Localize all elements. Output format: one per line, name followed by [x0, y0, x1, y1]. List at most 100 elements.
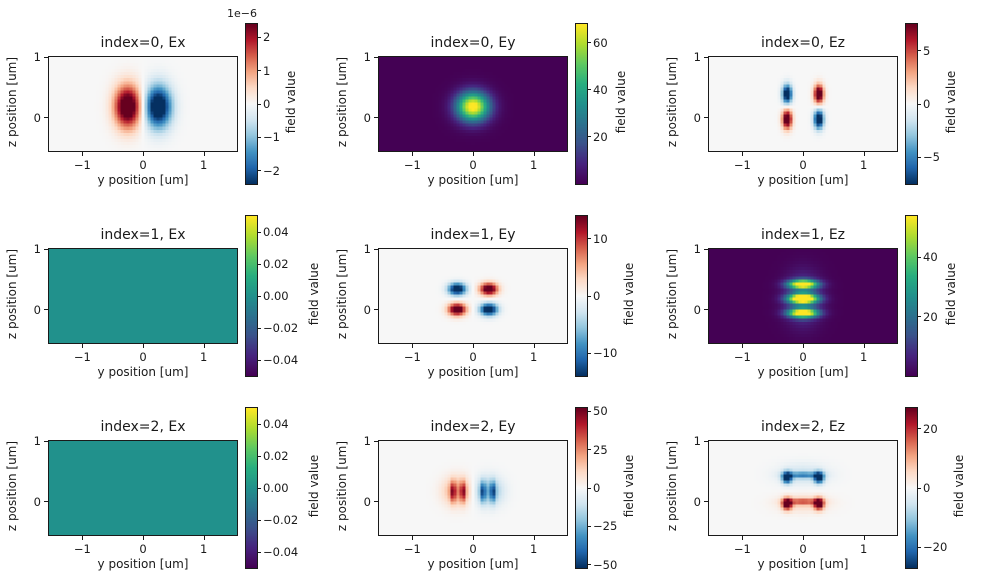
- colorbar-tick-mark: [588, 564, 591, 566]
- x-tick-label: 1: [859, 350, 868, 364]
- colorbar-tick-mark: [588, 295, 591, 297]
- subplot-title: index=2, Ey: [430, 419, 516, 435]
- y-axis-label: z position [um]: [335, 56, 349, 148]
- colorbar-tick-label: 0.02: [263, 449, 289, 463]
- colorbar: [905, 215, 918, 377]
- colorbar-tick-mark: [258, 455, 261, 457]
- x-tick-mark: [742, 344, 744, 348]
- colorbar-tick-mark: [918, 487, 921, 489]
- colorbar: [905, 407, 918, 569]
- subplot-title: index=1, Ex: [100, 227, 186, 243]
- colorbar-tick-label: 40: [923, 250, 938, 265]
- colorbar-tick-mark: [258, 327, 261, 329]
- subplot-title: index=0, Ex: [100, 35, 186, 51]
- colorbar-tick-label: 2: [263, 30, 271, 45]
- x-tick-label: 1: [199, 350, 208, 364]
- colorbar-tick-mark: [918, 316, 921, 318]
- y-tick-label: 0: [363, 494, 371, 509]
- colorbar-tick-mark: [588, 42, 591, 44]
- x-tick-mark: [143, 152, 144, 156]
- x-tick-mark: [82, 536, 84, 540]
- x-tick-mark: [742, 152, 744, 156]
- subplot-title: index=2, Ez: [760, 419, 846, 435]
- heatmap-image: [709, 249, 897, 343]
- x-tick-mark: [863, 344, 865, 348]
- y-tick-mark: [374, 56, 378, 58]
- y-tick-mark: [44, 440, 48, 442]
- subplot-title: index=1, Ey: [430, 227, 516, 243]
- colorbar-tick-mark: [588, 487, 591, 489]
- colorbar-tick-label: 0.02: [263, 257, 289, 271]
- colorbar-tick-mark: [258, 519, 261, 521]
- heatmap-axes: [48, 56, 238, 152]
- x-tick-label: 0: [139, 350, 147, 364]
- heatmap-image: [709, 57, 897, 151]
- colorbar-label: field value: [306, 454, 321, 518]
- subplot-panel: index=1, Ey z position [um] y position […: [330, 200, 660, 400]
- colorbar-tick-mark: [258, 263, 261, 265]
- colorbar-tick-mark: [258, 170, 261, 172]
- colorbar-tick-mark: [258, 70, 261, 72]
- colorbar-label: field value: [951, 454, 966, 518]
- colorbar-tick-label: 0.04: [263, 417, 289, 431]
- x-tick-label: −1: [733, 542, 751, 556]
- colorbar-tick-mark: [588, 238, 591, 240]
- x-tick-mark: [412, 536, 414, 540]
- y-tick-mark: [704, 56, 708, 58]
- x-tick-label: 0: [469, 542, 477, 556]
- x-tick-label: 1: [529, 158, 538, 172]
- colorbar-tick-label: −0.02: [263, 513, 299, 527]
- x-tick-mark: [803, 344, 804, 348]
- colorbar-tick-label: 60: [593, 35, 608, 50]
- subplot-panel: index=0, Ez z position [um] y position […: [660, 0, 989, 200]
- x-tick-label: 1: [529, 350, 538, 364]
- colorbar-tick-label: 25: [593, 442, 608, 457]
- heatmap-image: [49, 441, 237, 535]
- colorbar-tick-label: 20: [593, 129, 608, 144]
- y-tick-label: 0: [693, 494, 701, 509]
- y-axis-label: z position [um]: [5, 248, 19, 340]
- y-tick-label: 1: [693, 50, 701, 64]
- subplot-title: index=0, Ez: [760, 35, 846, 51]
- x-tick-label: 0: [799, 158, 807, 172]
- colorbar-tick-label: 0: [593, 289, 601, 303]
- colorbar-tick-mark: [588, 449, 591, 451]
- x-tick-label: 1: [199, 542, 208, 556]
- colorbar: [575, 23, 588, 185]
- x-tick-mark: [412, 152, 414, 156]
- colorbar-label: field value: [284, 70, 298, 134]
- x-tick-label: 1: [859, 158, 868, 172]
- heatmap-image: [709, 441, 897, 535]
- colorbar-tick-label: −0.02: [263, 321, 299, 335]
- y-axis-label: z position [um]: [665, 56, 679, 148]
- heatmap-image: [379, 441, 567, 535]
- colorbar: [575, 407, 588, 569]
- x-tick-mark: [203, 536, 205, 540]
- heatmap-axes: [708, 440, 898, 536]
- x-tick-mark: [473, 536, 474, 540]
- y-tick-mark: [704, 501, 708, 503]
- y-tick-label: 0: [33, 302, 41, 317]
- x-tick-mark: [473, 344, 474, 348]
- x-tick-label: −1: [403, 542, 421, 556]
- y-tick-label: 1: [33, 242, 41, 256]
- x-tick-mark: [82, 152, 84, 156]
- x-tick-mark: [533, 536, 535, 540]
- x-tick-mark: [143, 344, 144, 348]
- x-tick-label: −1: [733, 350, 751, 364]
- x-tick-mark: [803, 536, 804, 540]
- x-tick-label: 0: [469, 350, 477, 364]
- colorbar-tick-mark: [588, 89, 591, 91]
- colorbar-tick-label: 0: [923, 481, 931, 495]
- x-tick-mark: [412, 344, 414, 348]
- subplot-panel: index=0, Ey z position [um] y position […: [330, 0, 660, 200]
- x-tick-mark: [82, 344, 84, 348]
- y-tick-mark: [44, 248, 48, 250]
- y-tick-label: 0: [363, 302, 371, 317]
- y-tick-mark: [704, 117, 708, 119]
- heatmap-axes: [708, 248, 898, 344]
- colorbar-tick-mark: [918, 103, 921, 105]
- y-tick-label: 0: [693, 110, 701, 125]
- colorbar-label: field value: [621, 262, 636, 326]
